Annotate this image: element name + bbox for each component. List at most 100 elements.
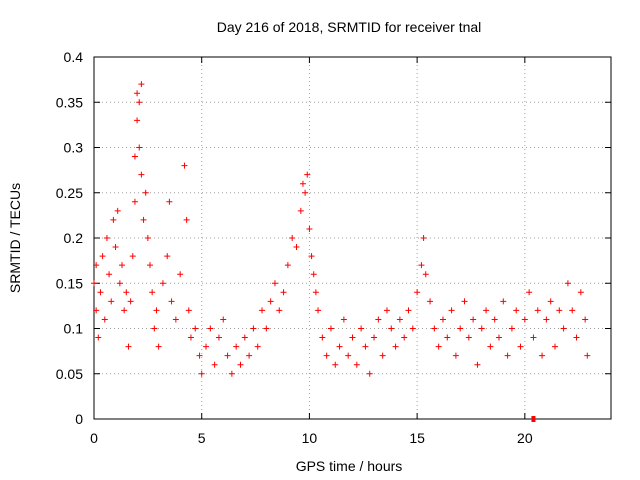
data-point (439, 316, 446, 323)
data-point (431, 325, 438, 332)
data-point (302, 189, 309, 196)
data-point (110, 216, 117, 223)
data-point (405, 307, 412, 314)
data-point (418, 262, 425, 269)
data-point (392, 343, 399, 350)
data-point (164, 253, 171, 260)
data-point (470, 316, 477, 323)
data-point (345, 352, 352, 359)
data-point (539, 352, 546, 359)
data-point (276, 307, 283, 314)
data-point (312, 289, 319, 296)
y-tick-label: 0 (75, 411, 83, 427)
data-point (147, 262, 154, 269)
data-point (422, 271, 429, 278)
data-point (577, 289, 584, 296)
data-point (420, 235, 427, 241)
data-point (166, 198, 173, 205)
data-point (159, 280, 166, 287)
data-point (129, 253, 136, 260)
data-point (353, 361, 360, 368)
data-point (556, 307, 563, 314)
data-point (103, 235, 110, 241)
data-point (564, 280, 571, 287)
data-point (108, 298, 115, 305)
y-tick-label: 0.05 (56, 366, 83, 382)
data-point (323, 352, 330, 359)
data-point (237, 361, 244, 368)
data-point (116, 280, 123, 287)
data-point (375, 316, 382, 323)
data-point (259, 307, 266, 314)
data-point (224, 352, 231, 359)
data-point (547, 298, 554, 305)
data-point (504, 352, 511, 359)
data-point (379, 352, 386, 359)
data-point (187, 334, 194, 341)
y-tick-label: 0.25 (56, 185, 83, 201)
data-point (93, 307, 100, 314)
data-point (136, 144, 143, 151)
data-point (483, 307, 490, 314)
data-point (293, 244, 300, 251)
y-tick-label: 0.35 (56, 94, 83, 110)
y-tick-label: 0.4 (64, 49, 84, 65)
y-tick-label: 0.2 (64, 230, 84, 246)
data-point (299, 180, 306, 187)
data-point (185, 307, 192, 314)
data-point (149, 289, 156, 296)
data-point (308, 253, 315, 260)
data-point (366, 370, 373, 377)
data-point (297, 207, 304, 214)
y-axis-label: SRMTID / TECUs (7, 183, 23, 293)
data-point (228, 370, 235, 377)
data-point (207, 325, 214, 332)
y-tick-label: 0.15 (56, 275, 83, 291)
data-point (181, 162, 188, 169)
data-point (183, 216, 190, 223)
data-point (304, 171, 311, 178)
data-point (336, 343, 343, 350)
data-point (254, 343, 261, 350)
data-point (127, 298, 134, 305)
data-point (131, 198, 138, 205)
data-point (310, 271, 317, 278)
data-point (144, 235, 151, 241)
data-point (427, 298, 434, 305)
data-point (138, 171, 145, 178)
x-tick-label: 0 (90, 430, 98, 446)
data-point (215, 334, 222, 341)
data-point (584, 352, 591, 359)
data-point (573, 334, 580, 341)
data-point (551, 343, 558, 350)
data-point (444, 334, 451, 341)
data-point (495, 334, 502, 341)
data-point (106, 271, 113, 278)
data-point (435, 343, 442, 350)
data-point (383, 307, 390, 314)
data-point (332, 361, 339, 368)
data-point (172, 316, 179, 323)
data-point (95, 334, 102, 341)
data-point (241, 334, 248, 341)
data-point (396, 316, 403, 323)
data-point (142, 189, 149, 196)
data-point (168, 298, 175, 305)
data-point (155, 343, 162, 350)
data-point (401, 334, 408, 341)
x-axis-label: GPS time / hours (296, 458, 403, 474)
data-point (246, 352, 253, 359)
data-point (414, 289, 421, 296)
data-point (569, 307, 576, 314)
data-point (192, 325, 199, 332)
data-point (280, 289, 287, 296)
grid-layer (94, 57, 611, 419)
data-point (203, 343, 210, 350)
data-point (93, 262, 100, 269)
data-point (543, 316, 550, 323)
data-point (530, 334, 537, 341)
data-point (409, 325, 416, 332)
data-point (534, 307, 541, 314)
data-point (119, 262, 126, 269)
